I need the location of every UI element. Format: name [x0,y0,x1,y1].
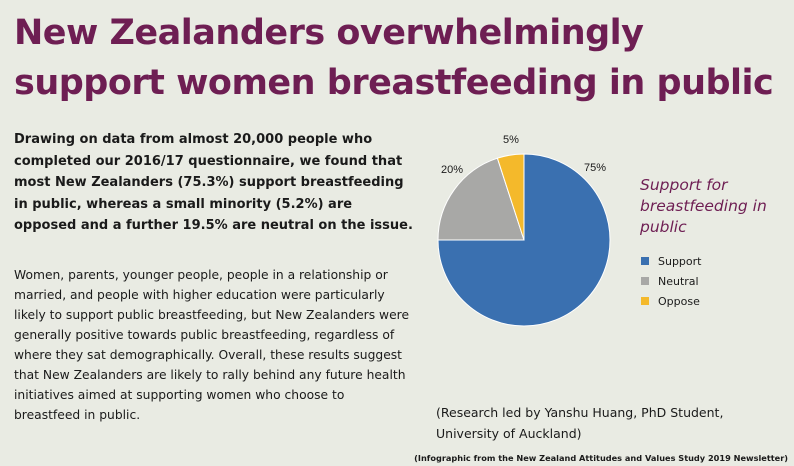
legend-label-neutral: Neutral [658,274,699,288]
body-paragraph: Women, parents, younger people, people i… [14,268,410,422]
legend-item-neutral: Neutral [641,271,701,291]
legend-item-oppose: Oppose [641,291,701,311]
pie-label-oppose: 5% [503,134,519,146]
legend-label-support: Support [658,254,702,268]
research-credit: (Research led by Yanshu Huang, PhD Stude… [436,405,724,441]
legend-swatch-support [641,257,649,265]
pie-label-neutral: 20% [441,164,463,176]
pie-slice-oppose [496,153,525,241]
pie-label-support: 75% [584,162,606,174]
legend-swatch-neutral [641,277,649,285]
lead-paragraph: Drawing on data from almost 20,000 peopl… [14,132,413,233]
legend-item-support: Support [641,251,701,271]
pie-chart: 75% 20% 5% [437,134,611,327]
legend-swatch-oppose [641,297,649,305]
chart-title: Support for breastfeeding in public [640,176,767,236]
pie-slice-neutral [437,157,525,241]
pie-slice-support [437,153,611,327]
legend-label-oppose: Oppose [658,294,700,308]
source-note: (Infographic from the New Zealand Attitu… [414,453,788,463]
chart-legend: Support Neutral Oppose [641,251,701,311]
pie-percent-labels: 75% 20% 5% [441,134,606,176]
page-title: New Zealanders overwhelmingly support wo… [14,13,774,103]
pie-slices [437,153,611,327]
